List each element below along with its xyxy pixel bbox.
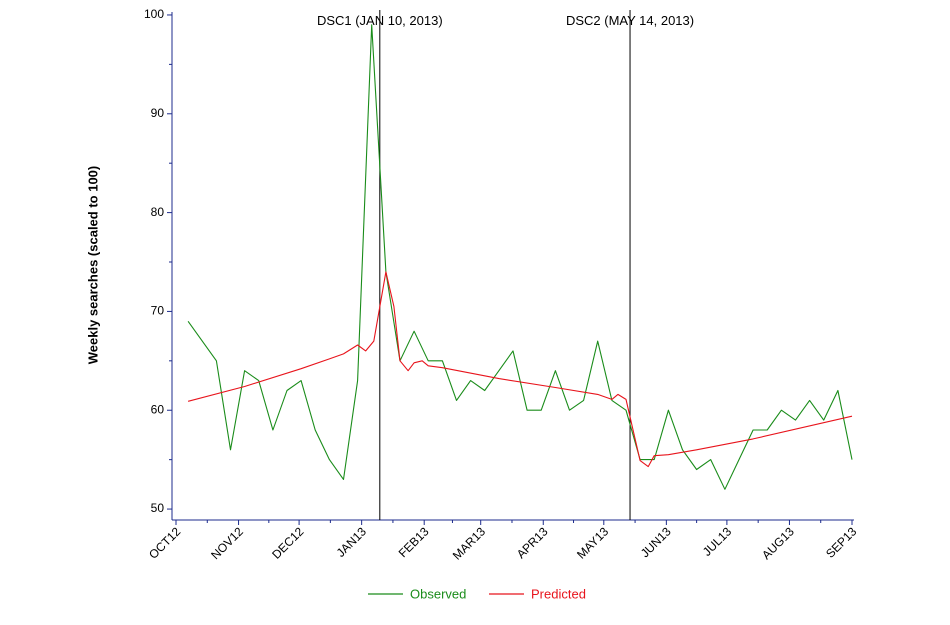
y-tick-label: 100	[144, 7, 164, 21]
y-tick-label: 70	[151, 304, 165, 318]
legend-label: Observed	[410, 586, 466, 601]
axes: 50 60 70 80 90 100 OCT12 NOV12 DEC12 JAN13 FEB13 MA…	[144, 7, 860, 563]
x-tick-label: SEP13	[823, 524, 860, 561]
y-tick-label: 90	[151, 106, 165, 120]
x-tick-label: FEB13	[396, 524, 432, 560]
series-line-predicted	[187, 271, 853, 468]
x-tick-label: MAY13	[574, 524, 611, 561]
x-tick-label: APR13	[514, 524, 551, 561]
y-tick-label: 60	[151, 402, 165, 416]
y-axis-label: Weekly searches (scaled to 100)	[85, 166, 100, 365]
event-label: DSC1 (JAN 10, 2013)	[317, 13, 443, 28]
x-tick-label: DEC12	[269, 524, 306, 561]
legend: Observed Predicted	[368, 586, 586, 601]
x-tick-label: JAN13	[334, 524, 370, 560]
x-tick-label: MAR13	[450, 524, 488, 562]
event-markers: DSC1 (JAN 10, 2013) DSC2 (MAY 14, 2013)	[317, 10, 694, 520]
x-tick-label: JUL13	[700, 524, 735, 559]
x-tick-label: AUG13	[759, 524, 797, 562]
event-label: DSC2 (MAY 14, 2013)	[566, 13, 694, 28]
x-tick-label: OCT12	[146, 524, 183, 561]
y-tick-label: 80	[151, 205, 165, 219]
series-line-observed	[187, 24, 853, 490]
x-tick-label: NOV12	[208, 524, 246, 562]
x-tick-label: JUN13	[638, 524, 674, 560]
y-tick-label: 50	[151, 501, 165, 515]
series-lines	[187, 24, 853, 490]
legend-label: Predicted	[531, 586, 586, 601]
